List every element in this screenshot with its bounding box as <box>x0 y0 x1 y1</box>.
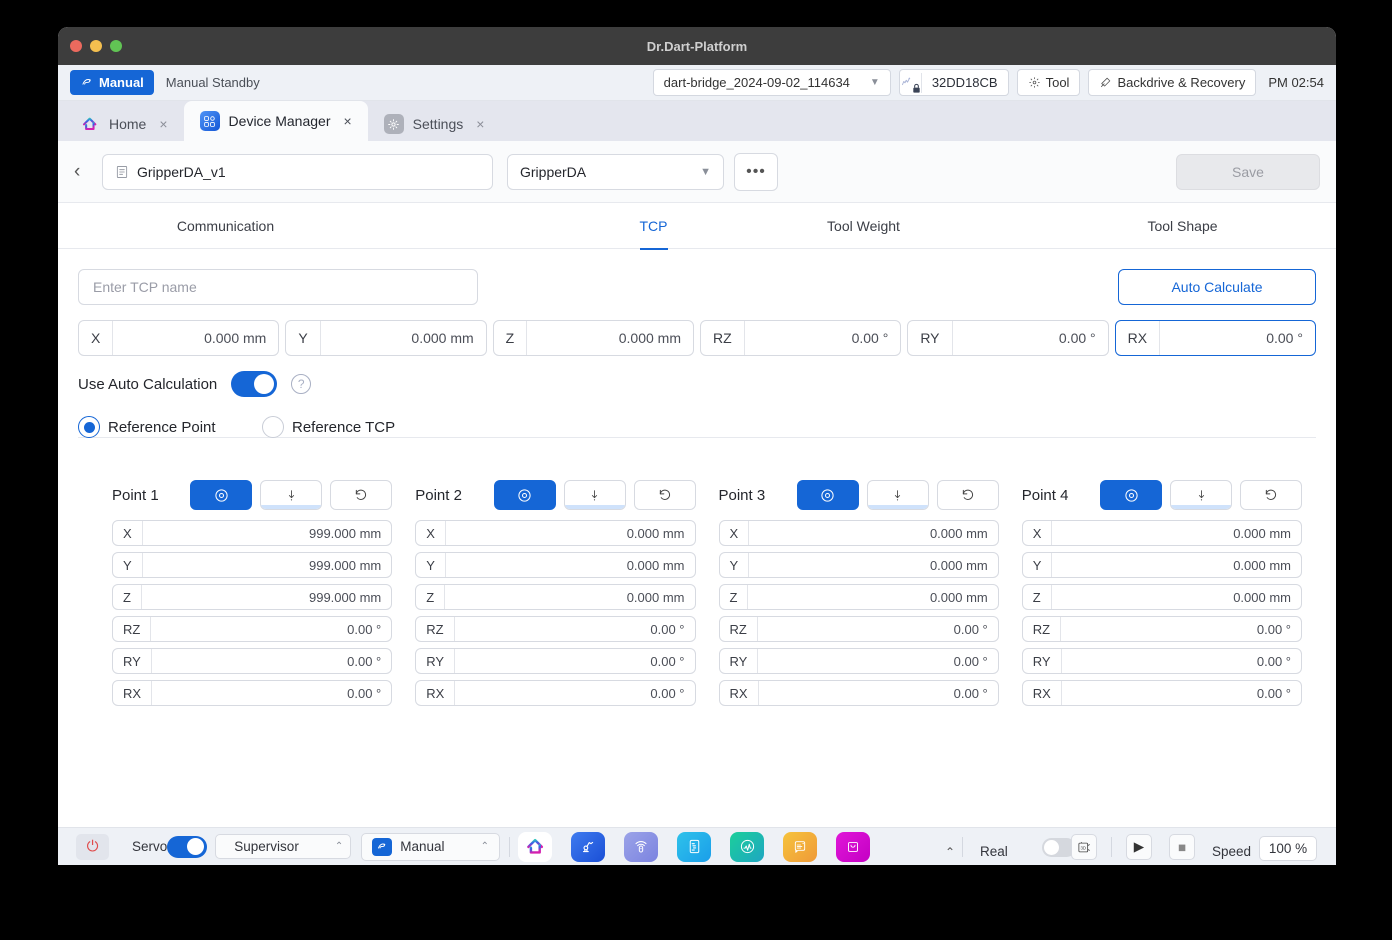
svg-text:3D: 3D <box>1080 845 1086 850</box>
